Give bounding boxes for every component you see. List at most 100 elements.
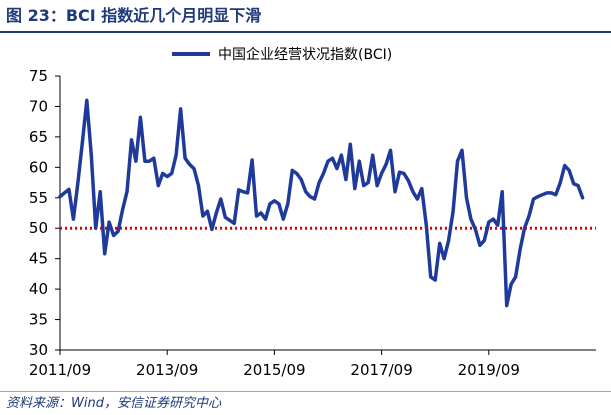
data-point [314, 198, 316, 200]
data-point [238, 189, 240, 191]
data-point [86, 99, 88, 101]
data-point [541, 194, 544, 196]
series-line-bci [58, 98, 585, 308]
data-point [309, 196, 311, 198]
data-point [255, 215, 258, 217]
data-point [461, 149, 463, 151]
legend-label: 中国企业经营状况指数(BCI) [218, 46, 392, 63]
data-point [247, 192, 249, 194]
data-point [421, 188, 423, 190]
data-point [153, 157, 155, 159]
data-point [59, 196, 61, 198]
data-point [327, 160, 329, 162]
data-point [72, 218, 74, 220]
data-point [537, 196, 539, 198]
data-point [300, 178, 302, 181]
data-point [456, 160, 459, 162]
y-tick-label: 70 [29, 97, 48, 115]
data-point [273, 200, 275, 202]
data-point [278, 203, 280, 205]
data-point [358, 160, 360, 162]
data-point [519, 248, 521, 251]
data-point [184, 157, 186, 159]
data-point [403, 172, 405, 174]
data-point [510, 283, 512, 285]
chart-axes [55, 75, 596, 355]
data-point [506, 305, 508, 307]
data-point [439, 242, 441, 244]
data-point [345, 178, 347, 181]
x-tick-label: 2019/09 [458, 361, 520, 379]
data-point [394, 191, 396, 193]
data-point [479, 244, 481, 246]
data-point [260, 212, 262, 214]
data-point [130, 139, 133, 141]
data-point [430, 276, 432, 278]
data-point [528, 215, 530, 217]
data-point [452, 210, 454, 212]
data-point [166, 175, 168, 178]
data-point [282, 218, 284, 220]
data-point [448, 239, 450, 241]
tick-labels: 30 35 40 45 50 55 60 65 70 75 2011/09 2013/09 2015/0… [29, 67, 520, 379]
data-point [474, 228, 476, 230]
data-point [349, 143, 351, 145]
title-rule [0, 31, 611, 33]
data-point [296, 172, 298, 174]
data-point [99, 191, 101, 193]
data-point [117, 230, 119, 232]
data-point [497, 224, 499, 226]
data-point [550, 192, 552, 194]
data-point [197, 185, 200, 187]
y-tick-label: 45 [29, 250, 48, 268]
data-point [376, 185, 378, 187]
data-point [523, 227, 526, 229]
data-point [555, 194, 557, 196]
data-point [322, 172, 325, 174]
data-point [488, 221, 490, 223]
data-point [492, 218, 494, 220]
data-point [340, 154, 342, 156]
data-point [139, 116, 141, 118]
y-tick-label: 55 [29, 189, 48, 207]
data-point [206, 210, 208, 212]
data-point [242, 191, 244, 193]
data-point [385, 163, 387, 165]
chart-legend: 中国企业经营状况指数(BCI) [172, 46, 392, 63]
chart-svg: 中国企业经营状况指数(BCI) 30 35 40 45 50 55 60 65 70 75 2011… [29, 46, 596, 379]
data-point [483, 239, 485, 241]
data-point [532, 198, 535, 200]
data-point [501, 191, 503, 193]
data-point [63, 192, 66, 194]
y-tick-label: 40 [29, 280, 48, 298]
data-point [211, 228, 213, 230]
data-point [515, 276, 517, 278]
data-point [269, 203, 271, 205]
data-point [77, 182, 79, 184]
data-point [251, 159, 253, 161]
data-point [157, 185, 159, 187]
figure-title: 图 23：BCI 指数近几个月明显下滑 [6, 6, 262, 25]
data-point [144, 160, 146, 162]
x-tick-label: 2013/09 [136, 361, 198, 379]
data-point [372, 154, 374, 156]
y-tick-label: 50 [29, 219, 48, 237]
data-point [233, 222, 235, 224]
data-point [546, 192, 548, 194]
data-point [220, 198, 222, 200]
data-point [175, 154, 177, 156]
data-point [113, 234, 115, 237]
x-tick-label: 2015/09 [243, 361, 305, 379]
data-point [559, 182, 561, 184]
y-tick-label: 30 [29, 341, 48, 359]
data-point [224, 216, 226, 218]
data-point [95, 227, 97, 229]
data-point [104, 253, 106, 255]
data-point [389, 149, 392, 151]
data-point [318, 182, 320, 184]
y-tick-label: 75 [29, 67, 48, 85]
data-point [90, 154, 92, 156]
data-point [412, 191, 414, 193]
y-tick-label: 60 [29, 158, 48, 176]
data-point [573, 183, 575, 185]
